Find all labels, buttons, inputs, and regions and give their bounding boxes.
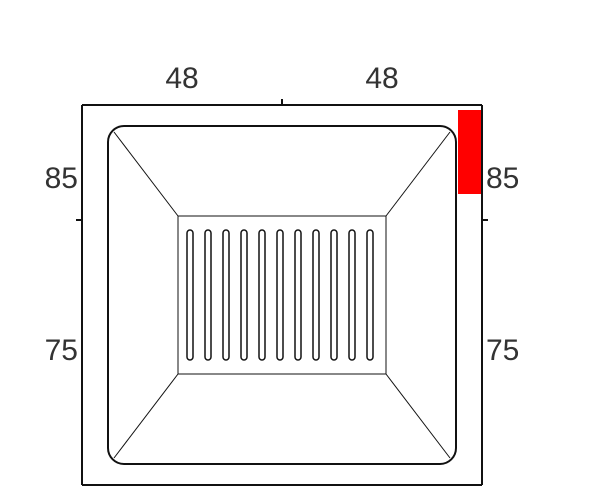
grille-slot — [205, 230, 211, 360]
dim-top-left: 48 — [165, 62, 198, 95]
perspective-line — [386, 374, 450, 458]
dim-right-85: 85 — [486, 162, 519, 195]
grille-slot — [313, 230, 319, 360]
dim-left-85: 85 — [45, 162, 78, 195]
grille-slot — [367, 230, 373, 360]
perspective-line — [386, 132, 450, 216]
highlight-block — [458, 110, 481, 194]
grille-slot — [241, 230, 247, 360]
grille-slot — [187, 230, 193, 360]
basin-outline — [108, 126, 456, 464]
grille-slot — [259, 230, 265, 360]
grille-slot — [277, 230, 283, 360]
perspective-line — [114, 132, 178, 216]
grille-slot — [331, 230, 337, 360]
perspective-line — [114, 374, 178, 458]
grille-slot — [349, 230, 355, 360]
dim-left-75: 75 — [45, 334, 78, 367]
grille-slot — [295, 230, 301, 360]
dim-top-right: 48 — [365, 62, 398, 95]
dim-right-75: 75 — [486, 334, 519, 367]
grille-slot — [223, 230, 229, 360]
